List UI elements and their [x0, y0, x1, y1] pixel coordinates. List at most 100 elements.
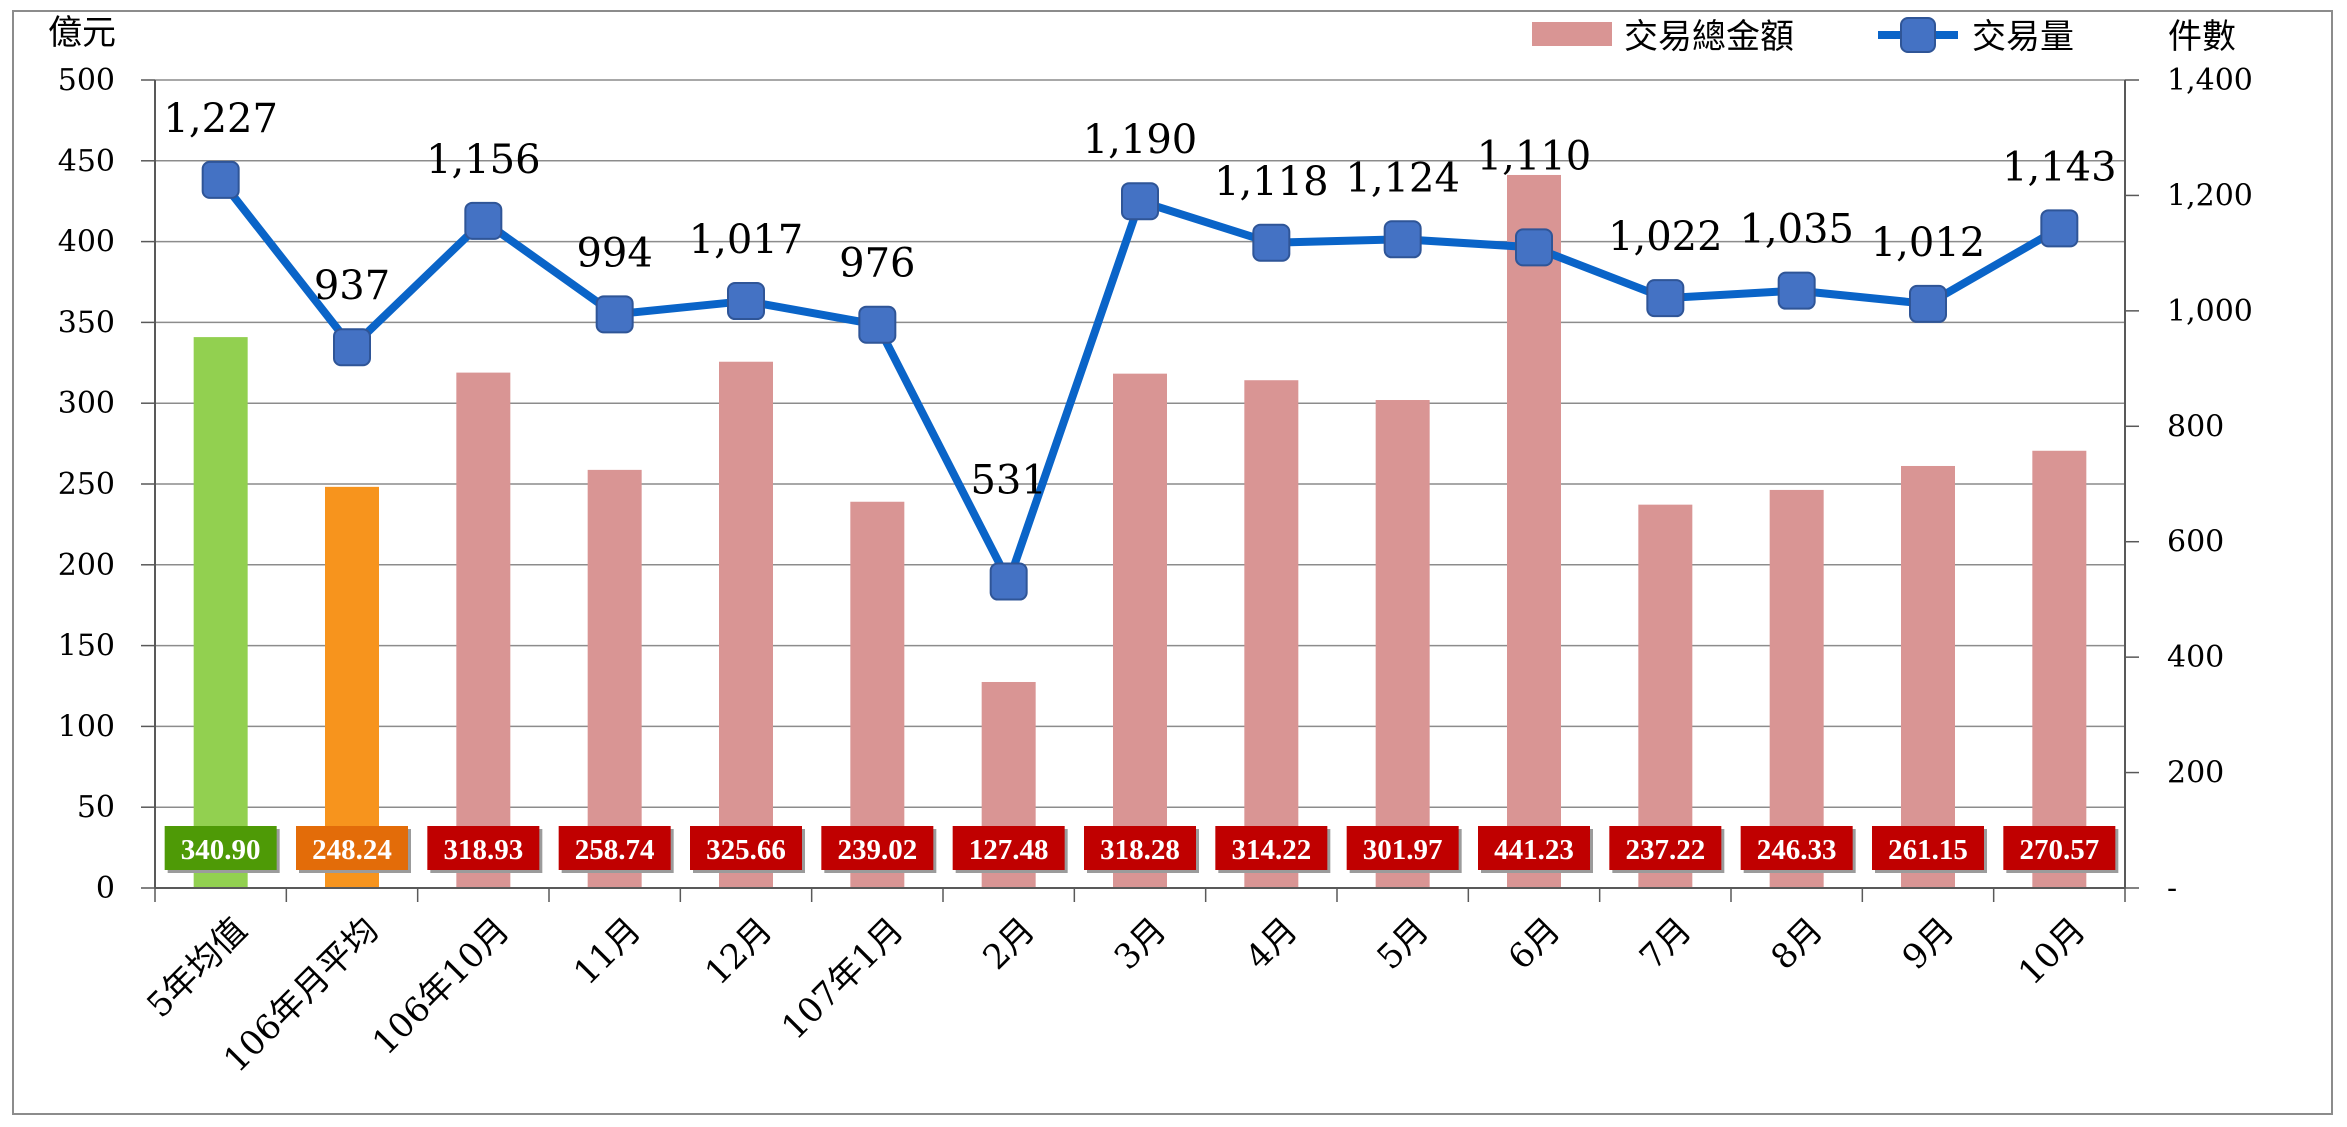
category-label: 12月 [697, 910, 780, 993]
bar-amount [587, 469, 642, 888]
right-tick-label: 1,400 [2167, 63, 2253, 98]
category-label: 11月 [566, 910, 649, 993]
bar-value-label: 318.93 [443, 834, 523, 866]
bar-value-label: 318.28 [1100, 834, 1180, 866]
right-tick-label: 200 [2167, 756, 2224, 791]
bar-amount [325, 486, 379, 888]
bar-amount [1769, 489, 1824, 888]
left-tick-label: 300 [58, 386, 115, 421]
right-tick-label: 1,200 [2167, 178, 2253, 213]
volume-value-label: 976 [839, 241, 915, 287]
volume-value-label: 1,022 [1608, 214, 1723, 260]
bar-amount [193, 337, 248, 888]
legend-label-volume: 交易量 [1972, 17, 2074, 57]
bar-value-label: 301.97 [1363, 834, 1443, 866]
right-tick-label: 400 [2167, 640, 2224, 675]
bar-amount [719, 361, 773, 889]
bar-amount [456, 372, 511, 888]
left-tick-label: 350 [58, 305, 115, 340]
volume-marker [595, 295, 634, 334]
category-label: 3月 [1107, 910, 1175, 978]
bar-amount [1113, 373, 1167, 888]
legend-swatch-amount [1532, 22, 1612, 46]
bar-value-label: 239.02 [837, 834, 917, 866]
volume-marker [1252, 223, 1291, 262]
left-tick-label: 200 [58, 548, 115, 583]
category-label: 10月 [2011, 910, 2094, 993]
volume-value-label: 994 [576, 230, 652, 276]
bar-value-label: 340.90 [181, 834, 261, 866]
bar-amount [1901, 465, 1955, 888]
bar-label-box [952, 826, 1065, 870]
left-axis-unit: 億元 [48, 13, 116, 53]
category-label: 9月 [1895, 910, 1963, 978]
category-label: 106年10月 [365, 910, 518, 1063]
volume-marker [464, 201, 503, 240]
volume-marker [2040, 209, 2079, 248]
right-tick-label: 800 [2167, 409, 2224, 444]
category-label: 8月 [1763, 910, 1831, 978]
right-tick-label: 1,000 [2167, 294, 2253, 329]
volume-value-label: 1,124 [1345, 155, 1460, 201]
bar-value-label: 258.74 [575, 834, 655, 866]
bar-value-label: 237.22 [1625, 834, 1705, 866]
bar-label-box [690, 826, 802, 870]
bar-label-box [2003, 826, 2116, 870]
left-tick-label: 100 [58, 709, 115, 744]
bar-value-label: 248.24 [312, 834, 392, 866]
bar-label-box [1609, 826, 1722, 870]
left-tick-label: 150 [58, 629, 115, 664]
bar-label-box [558, 826, 671, 870]
bars [193, 174, 2087, 889]
legend-marker-volume [1900, 17, 1936, 53]
left-tick-label: 450 [58, 144, 115, 179]
category-label: 7月 [1632, 910, 1700, 978]
left-tick-label: 50 [77, 790, 115, 825]
volume-marker [1121, 182, 1159, 221]
bar-label-box [1084, 826, 1196, 870]
bar-amount [2032, 450, 2087, 888]
right-tick-label: - [2167, 871, 2177, 906]
data-labels: 340.90 248.24 318.93 258.74 325.66 239.02 127.… [163, 96, 2119, 873]
volume-value-label: 531 [970, 458, 1046, 504]
volume-value-label: 1,156 [426, 137, 541, 183]
bar-label-box [1346, 826, 1459, 870]
bar-label-box [1478, 826, 1590, 870]
bar-amount [1375, 400, 1430, 888]
volume-marker [989, 562, 1028, 601]
category-label: 6月 [1501, 910, 1569, 978]
left-tick-label: 400 [58, 225, 115, 260]
volume-value-label: 1,143 [2002, 144, 2117, 190]
left-tick-label: 0 [96, 871, 115, 906]
bar-amount [1638, 504, 1693, 888]
volume-marker [1646, 279, 1685, 318]
bar-amount [1507, 174, 1561, 889]
bar-amount [1244, 380, 1299, 888]
volume-marker [1383, 220, 1422, 259]
volume-marker [333, 328, 371, 367]
right-tick-label: 600 [2167, 525, 2224, 560]
bar-value-label: 325.66 [706, 834, 786, 866]
category-label: 4月 [1238, 910, 1306, 978]
legend-label-amount: 交易總金額 [1624, 17, 1794, 57]
bar-amount [850, 501, 905, 888]
bar-value-label: 270.57 [2019, 834, 2099, 866]
bar-value-label: 441.23 [1494, 834, 1574, 866]
bar-label-box [1740, 826, 1853, 870]
volume-marker [201, 160, 240, 199]
category-label: 5月 [1369, 910, 1437, 978]
volume-marker [1777, 271, 1816, 310]
bar-value-label: 261.15 [1888, 834, 1968, 866]
left-tick-label: 250 [58, 467, 115, 502]
volume-value-label: 1,035 [1739, 207, 1854, 253]
volume-value-label: 1,110 [1477, 133, 1592, 179]
bar-label-box [427, 826, 540, 870]
volume-value-label: 1,190 [1083, 117, 1198, 163]
bar-label-box [296, 826, 408, 870]
volume-value-label: 1,118 [1214, 159, 1329, 205]
bar-label-box [1872, 826, 1984, 870]
category-label: 5年均值 [139, 910, 255, 1026]
volume-value-label: 1,012 [1871, 220, 1986, 266]
bar-label-box [164, 826, 277, 870]
